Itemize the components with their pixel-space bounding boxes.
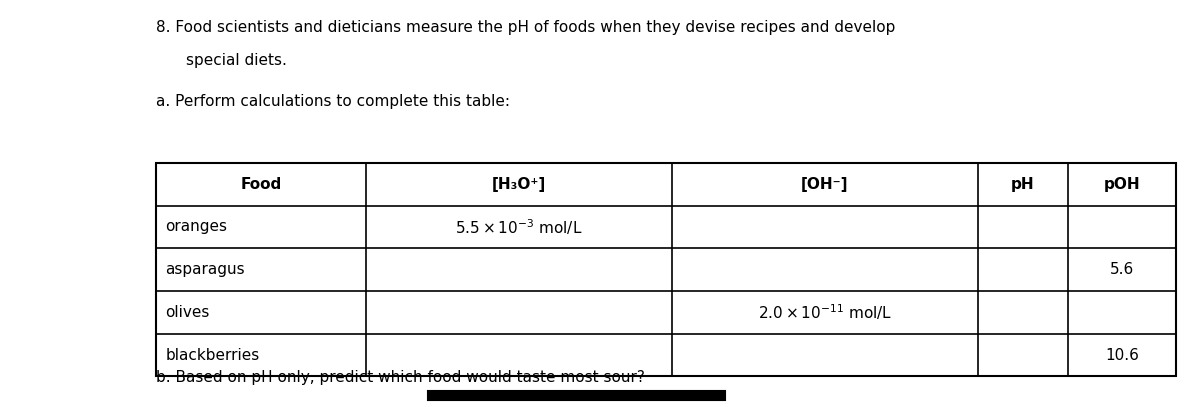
Text: $2.0 \times 10^{-11}$ mol/L: $2.0 \times 10^{-11}$ mol/L xyxy=(758,302,892,322)
Text: $5.5 \times 10^{-3}$ mol/L: $5.5 \times 10^{-3}$ mol/L xyxy=(455,217,583,237)
Text: a. Perform calculations to complete this table:: a. Perform calculations to complete this… xyxy=(156,94,510,109)
Text: pH: pH xyxy=(1012,177,1034,192)
Text: asparagus: asparagus xyxy=(166,262,245,277)
Text: Food: Food xyxy=(240,177,282,192)
Text: oranges: oranges xyxy=(166,219,228,234)
Text: [OH⁻]: [OH⁻] xyxy=(802,177,848,192)
Text: olives: olives xyxy=(166,305,210,320)
Text: pOH: pOH xyxy=(1104,177,1140,192)
Text: blackberries: blackberries xyxy=(166,348,260,363)
Text: special diets.: special diets. xyxy=(186,53,287,68)
Text: 8. Food scientists and dieticians measure the pH of foods when they devise recip: 8. Food scientists and dieticians measur… xyxy=(156,20,895,35)
Text: b. Based on pH only, predict which food would taste most sour?: b. Based on pH only, predict which food … xyxy=(156,370,644,385)
Text: [H₃O⁺]: [H₃O⁺] xyxy=(492,177,546,192)
Text: 5.6: 5.6 xyxy=(1110,262,1134,277)
Text: 10.6: 10.6 xyxy=(1105,348,1139,363)
